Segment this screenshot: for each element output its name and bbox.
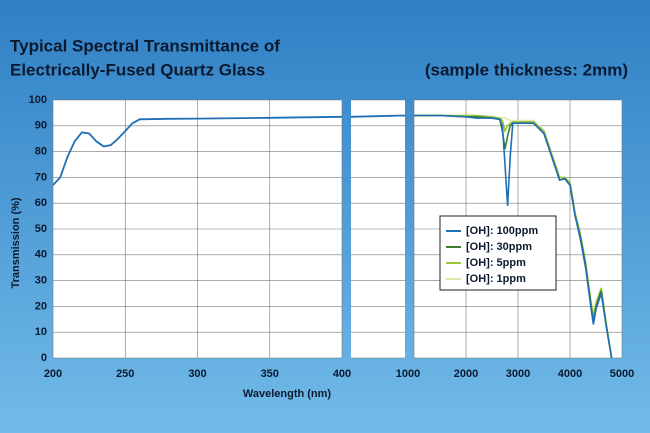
y-tick-label: 40 bbox=[35, 249, 47, 261]
legend-label: [OH]: 1ppm bbox=[466, 273, 526, 285]
x-tick-label: 4000 bbox=[558, 368, 582, 380]
x-tick-label: 350 bbox=[261, 368, 279, 380]
x-tick-label: 2000 bbox=[454, 368, 478, 380]
y-tick-label: 20 bbox=[35, 300, 47, 312]
x-tick-label: 300 bbox=[188, 368, 206, 380]
legend: [OH]: 100ppm [OH]: 30ppm [OH]: 5ppm [OH]: 1… bbox=[439, 215, 557, 291]
y-tick-label: 70 bbox=[35, 171, 47, 183]
y-tick-label: 0 bbox=[41, 352, 47, 364]
line bbox=[52, 115, 343, 186]
y-tick-label: 30 bbox=[35, 275, 47, 287]
y-tick-label: 60 bbox=[35, 197, 47, 209]
chart-title: Electrically-Fused Quartz Glass bbox=[10, 60, 265, 79]
y-tick-label: 10 bbox=[35, 326, 47, 338]
chart-title: Typical Spectral Transmittance of bbox=[10, 36, 280, 55]
line bbox=[350, 114, 406, 118]
y-axis-label: Transmission (%) bbox=[10, 197, 22, 288]
x-tick-label: 1000 bbox=[396, 368, 420, 380]
x-tick-label: 400 bbox=[333, 368, 351, 380]
y-tick-label: 50 bbox=[35, 223, 47, 235]
legend-label: [OH]: 100ppm bbox=[466, 225, 538, 237]
legend-box bbox=[439, 215, 557, 291]
line bbox=[414, 114, 613, 359]
x-axis-label: Wavelength (nm) bbox=[243, 388, 332, 400]
legend-label: [OH]: 5ppm bbox=[466, 257, 526, 269]
x-tick-label: 3000 bbox=[506, 368, 530, 380]
legend-label: [OH]: 30ppm bbox=[466, 241, 532, 253]
y-tick-label: 90 bbox=[35, 120, 47, 132]
y-tick-label: 80 bbox=[35, 146, 47, 158]
y-tick-label: 100 bbox=[29, 94, 47, 106]
x-tick-label: 5000 bbox=[610, 368, 634, 380]
x-tick-label: 200 bbox=[44, 368, 62, 380]
chart-subtitle: (sample thickness: 2mm) bbox=[425, 60, 628, 79]
x-tick-label: 250 bbox=[116, 368, 134, 380]
